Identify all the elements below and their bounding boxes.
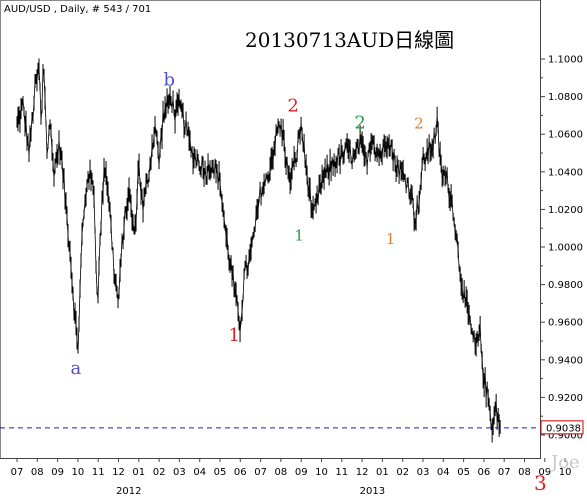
y-tick-label: 1.0600 (548, 130, 583, 141)
wave-label: 1 (228, 325, 239, 346)
last-price-label: 0.9038 (546, 423, 581, 434)
wave-label: a (71, 358, 82, 379)
x-tick-label: 06 (478, 467, 491, 478)
x-tick-label: 06 (234, 467, 247, 478)
x-tick-label: 08 (275, 467, 288, 478)
x-tick-label: 01 (132, 467, 145, 478)
plot-area (0, 0, 541, 459)
x-tick-label: 09 (295, 467, 308, 478)
x-tick-label: 05 (214, 467, 227, 478)
x-tick-label: 04 (437, 467, 450, 478)
x-tick-label: 07 (498, 467, 511, 478)
y-axis: 1.1000 1.0800 1.0600 1.0400 1.0200 1.0000 0.98… (540, 55, 583, 442)
watermark: Joe (549, 452, 580, 473)
x-tick-label: 08 (518, 467, 531, 478)
wave-label: 1 (294, 226, 304, 244)
x-tick-label: 12 (112, 467, 125, 478)
wave-label: 1 (386, 230, 396, 248)
x-tick-label: 11 (335, 467, 348, 478)
y-tick-label: 1.0400 (548, 167, 583, 178)
wave-label: b (163, 69, 175, 90)
price-series (16, 58, 501, 443)
year-label: 2013 (360, 486, 385, 497)
y-tick-label: 0.9200 (548, 393, 583, 404)
symbol-info: AUD/USD , Daily, # 543 / 701 (4, 4, 151, 15)
wave-label: 2 (414, 115, 424, 133)
x-tick-label: 10 (72, 467, 85, 478)
x-tick-label: 12 (356, 467, 369, 478)
last-price-marker: 0.9038 (0, 420, 584, 435)
y-tick-label: 1.0800 (548, 92, 583, 103)
chart-title: 20130713AUD日線圖 (245, 28, 454, 52)
x-tick-label: 09 (538, 467, 551, 478)
x-tick-label: 10 (315, 467, 328, 478)
y-tick-label: 0.9600 (548, 318, 583, 329)
wave-label: 2 (287, 96, 298, 117)
y-tick-label: 0.9000 (548, 431, 583, 442)
wave-labels: b a 2 1 2 1 2 1 (71, 69, 424, 379)
x-axis: 07 08 09 10 11 12 01 02 03 04 05 06 07 08 09 10 11 12 01 02… (11, 458, 572, 497)
last-price-tag (540, 420, 584, 435)
x-tick-label: 10 (559, 467, 572, 478)
x-tick-label: 09 (51, 467, 64, 478)
year-label: 2012 (116, 486, 141, 497)
x-tick-label: 01 (376, 467, 389, 478)
y-tick-label: 0.9400 (548, 355, 583, 366)
page-number: 3 (534, 471, 547, 495)
wave-label: 2 (354, 113, 365, 134)
x-tick-label: 07 (11, 467, 24, 478)
x-tick-label: 07 (254, 467, 267, 478)
y-tick-label: 1.1000 (548, 55, 583, 66)
x-tick-label: 03 (417, 467, 430, 478)
y-tick-label: 0.9800 (548, 280, 583, 291)
y-tick-label: 1.0200 (548, 205, 583, 216)
x-tick-label: 03 (173, 467, 186, 478)
x-tick-label: 04 (193, 467, 206, 478)
x-tick-label: 05 (457, 467, 470, 478)
x-tick-label: 02 (153, 467, 166, 478)
y-tick-label: 1.0000 (548, 243, 583, 254)
x-tick-label: 08 (31, 467, 44, 478)
price-line (16, 67, 501, 431)
x-tick-label: 02 (396, 467, 409, 478)
x-tick-label: 11 (92, 467, 105, 478)
